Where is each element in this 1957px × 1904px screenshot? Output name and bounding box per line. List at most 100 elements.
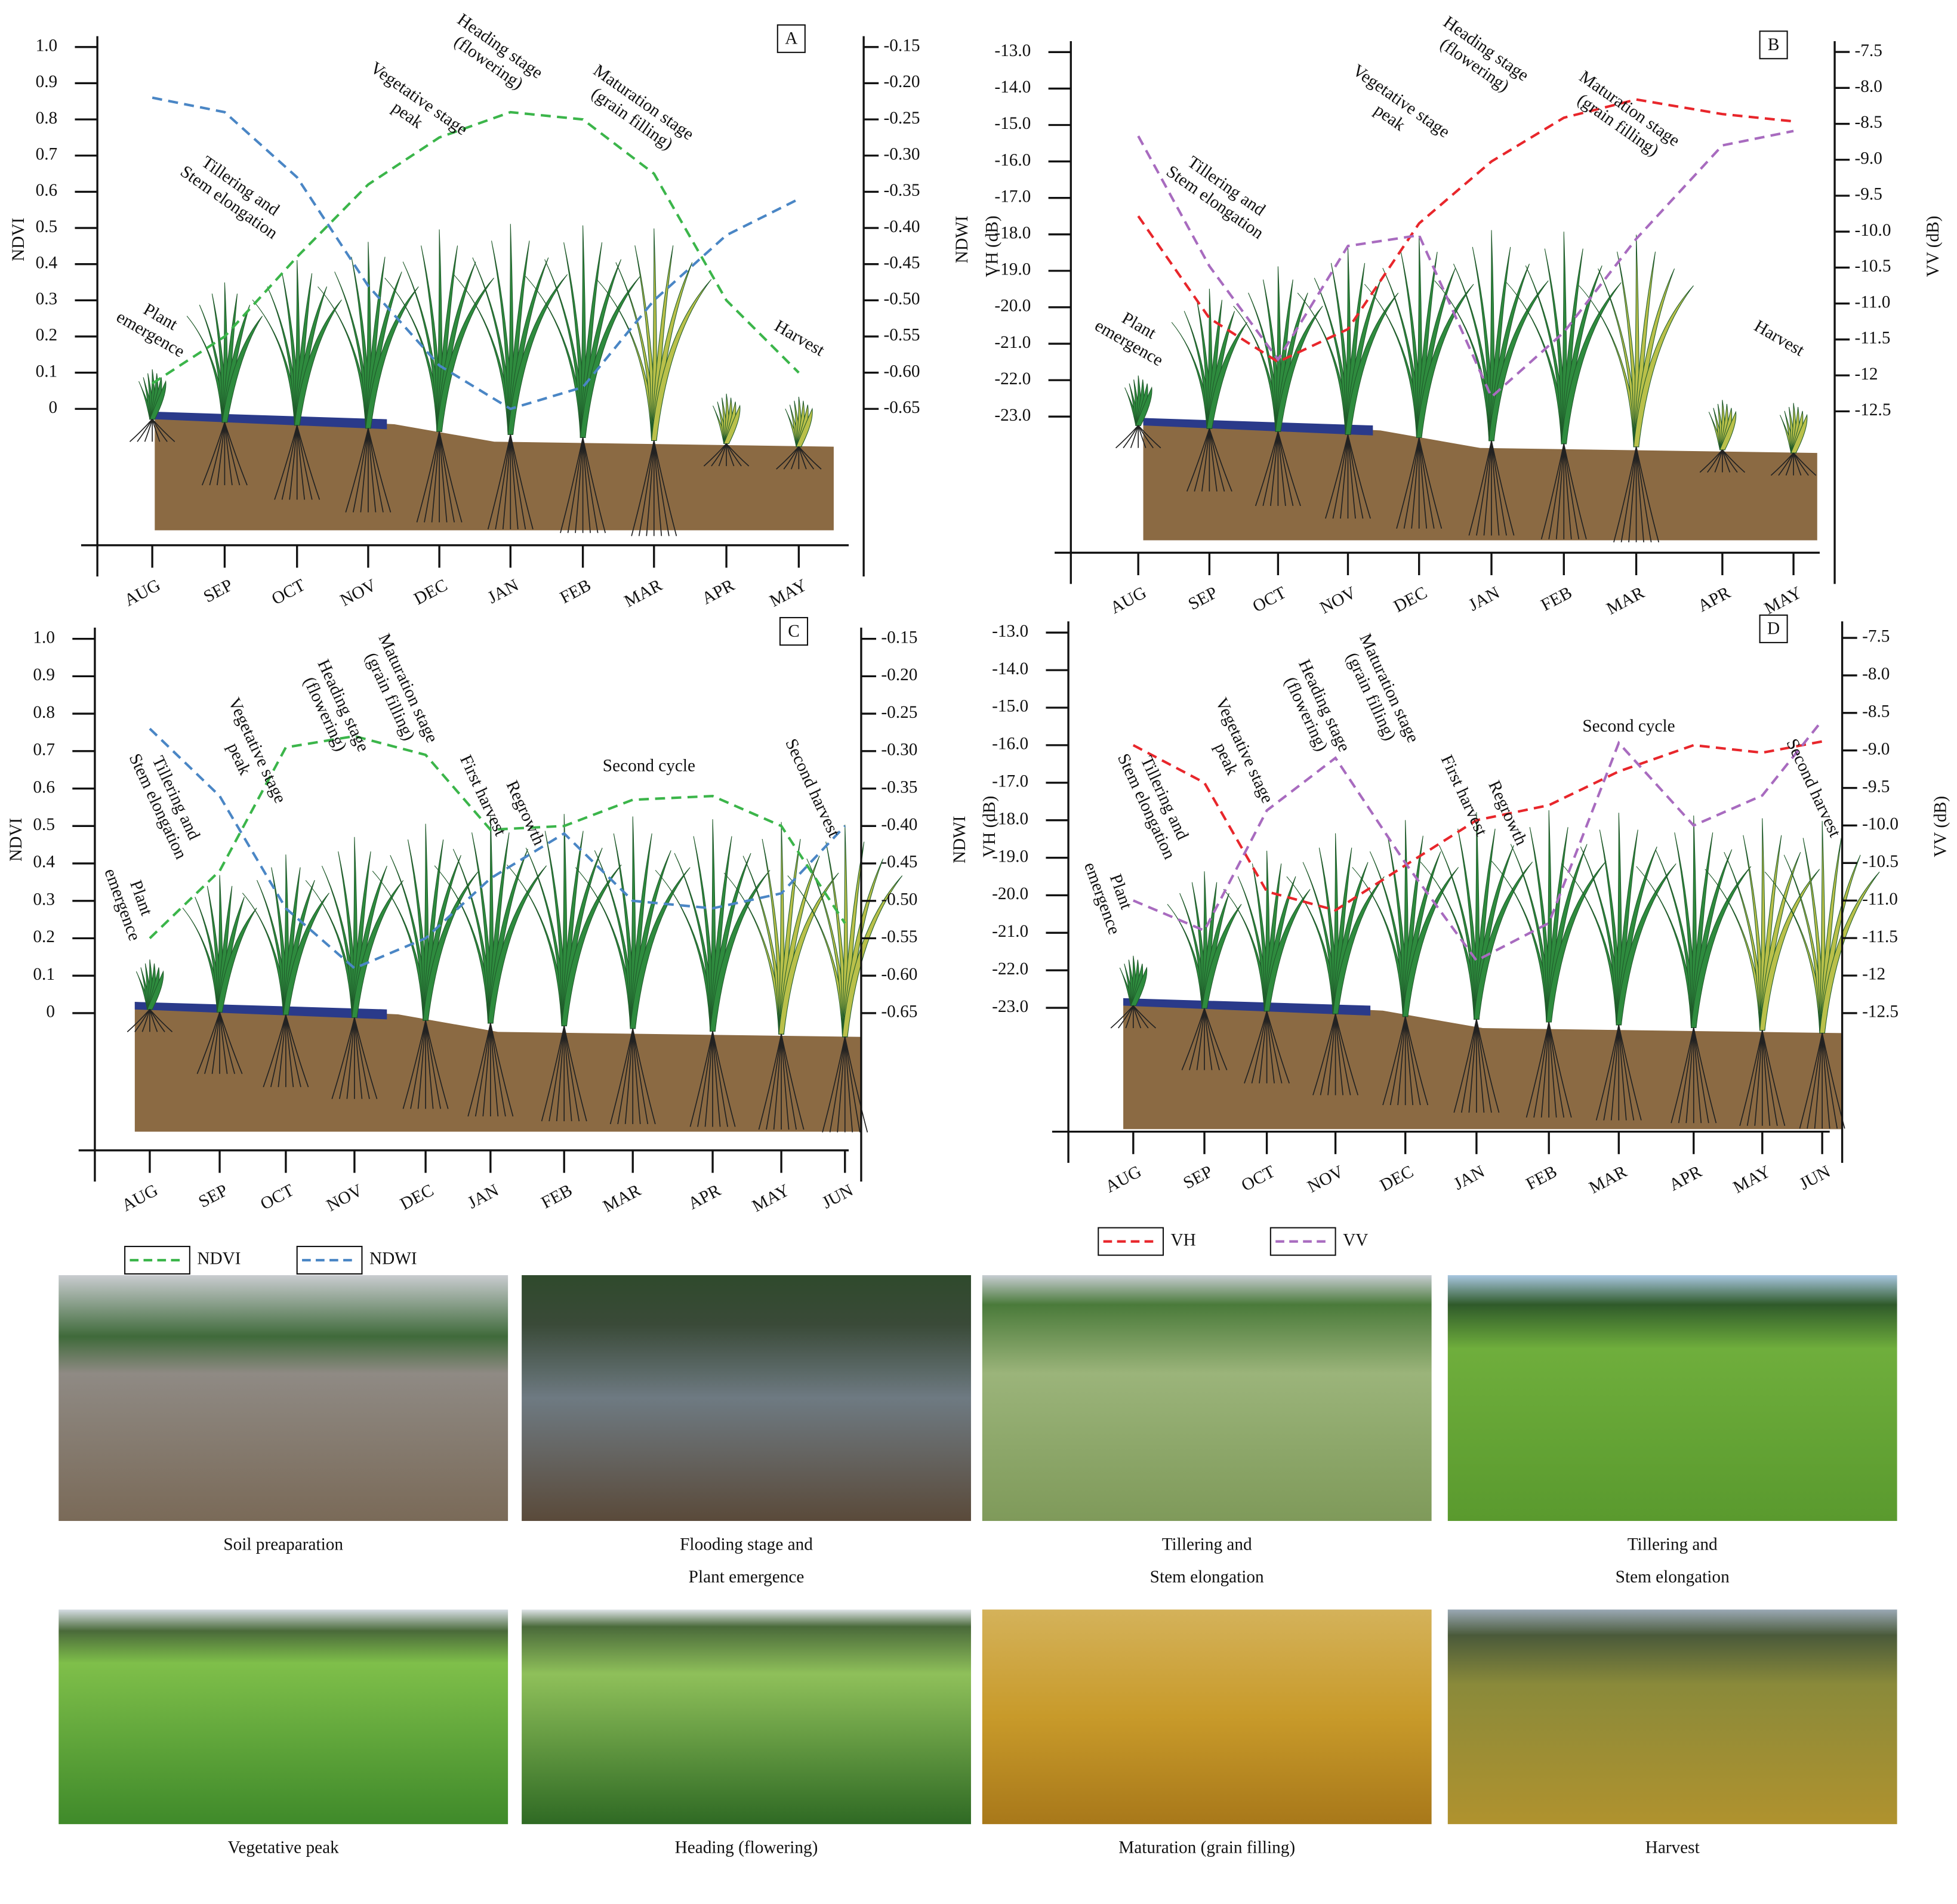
plant-root	[1115, 425, 1139, 449]
x-tick-label: OCT	[257, 1181, 297, 1214]
plant-leaf	[651, 279, 712, 441]
plant-root	[1277, 431, 1301, 507]
plant-root	[563, 1026, 580, 1122]
field-photo	[58, 1609, 508, 1825]
plant-leaf	[318, 286, 371, 429]
plant-leaf	[283, 893, 329, 1016]
plant-root	[776, 446, 799, 470]
y2-tick-label: -10.0	[1855, 221, 1891, 240]
plant-root	[781, 1034, 790, 1130]
field-photo	[1447, 1609, 1897, 1825]
x-tick-label: OCT	[1250, 583, 1290, 616]
y2-tick-label: -12.5	[1855, 400, 1891, 419]
plant-root	[1347, 434, 1356, 519]
plant-root	[791, 446, 800, 470]
plant-root	[1133, 1005, 1142, 1029]
plant-root	[1262, 431, 1279, 507]
plant-root	[1822, 1033, 1830, 1129]
photo-caption: Vegetative peak	[228, 1838, 339, 1857]
y2-tick-label: -11.0	[1855, 292, 1891, 311]
legend-label: NDWI	[369, 1249, 417, 1269]
y-tick-label: 1.0	[36, 36, 58, 55]
y2-tick-label: -12	[1855, 365, 1878, 384]
plant-root	[638, 440, 655, 536]
x-tick-label: MAR	[600, 1181, 644, 1217]
plant-root	[285, 1014, 309, 1088]
plant-root	[424, 431, 440, 523]
x-tick-label: JAN	[1450, 1162, 1487, 1193]
plant-root	[490, 1023, 514, 1117]
y-tick-label: 0.5	[33, 815, 55, 834]
plant-leaf	[842, 875, 903, 1038]
plant-root	[1460, 1019, 1477, 1113]
y2-tick-label: -0.20	[884, 72, 920, 91]
y-tick-label: -20.0	[994, 297, 1031, 316]
x-tick-label: MAR	[621, 575, 665, 611]
y2-tick-label: -10.0	[1862, 814, 1899, 834]
plant-root	[1793, 452, 1802, 476]
plant-root	[1685, 1027, 1694, 1124]
plant-root	[417, 1020, 426, 1109]
plant-leaf	[1364, 283, 1422, 439]
plant-root	[1618, 1024, 1627, 1121]
y2-axis-label: NDWI	[953, 216, 972, 264]
series-line	[1132, 740, 1823, 912]
plant-leaf	[723, 405, 741, 445]
plant-root	[219, 1012, 235, 1074]
plant-root	[609, 1028, 634, 1125]
plant-root	[1618, 1024, 1642, 1121]
y-tick-label: 0	[46, 1002, 55, 1022]
plant-leaf	[1719, 411, 1737, 450]
plant-leaf	[655, 869, 716, 1032]
plant-root	[134, 1009, 150, 1032]
y2-tick-label: -10.5	[1862, 852, 1899, 871]
plant-root	[502, 434, 511, 530]
x-tick-label: MAR	[1604, 583, 1648, 619]
plant-leaf	[630, 867, 691, 1029]
x-tick-label: AUG	[1102, 1162, 1145, 1196]
plant-root	[632, 1028, 649, 1125]
plant-root	[1468, 1019, 1477, 1113]
plant-root	[338, 1017, 355, 1099]
plant-root	[1404, 1016, 1429, 1106]
y2-tick-label: -10.5	[1855, 257, 1891, 276]
x-tick-label: JAN	[1466, 583, 1503, 615]
photo-caption: Plant emergence	[689, 1567, 805, 1587]
plant-root	[1335, 1014, 1359, 1096]
plant-root	[1332, 434, 1349, 519]
y-tick-label: 0.5	[36, 217, 58, 236]
plant-root	[354, 1017, 378, 1099]
soil	[1143, 418, 1817, 541]
y2-tick-label: -0.40	[881, 815, 917, 834]
field-photo	[982, 1275, 1432, 1522]
y-tick-label: 0.2	[36, 326, 58, 345]
water	[134, 1002, 387, 1020]
plant-root	[204, 1012, 220, 1074]
plant-root	[632, 1028, 656, 1125]
plant-root	[425, 1020, 442, 1109]
plant-root	[1563, 443, 1587, 539]
plant-leaf	[1819, 871, 1880, 1033]
plant-root	[141, 1009, 150, 1032]
plant-root	[781, 1033, 797, 1130]
y-tick-label: -14.0	[992, 659, 1028, 678]
y2-tick-label: -0.25	[884, 109, 920, 128]
plant-root	[490, 1023, 499, 1117]
plant-root	[703, 443, 727, 467]
plant-root	[296, 425, 313, 500]
plant-leaf	[1201, 904, 1242, 1009]
plant-root	[712, 1031, 728, 1127]
plant-root	[368, 428, 377, 513]
plant-root	[209, 422, 226, 486]
x-tick-label: MAY	[1761, 583, 1805, 618]
y2-tick-label: -11.5	[1855, 329, 1891, 348]
plant-leaf	[1488, 280, 1549, 442]
plant-leaf	[1286, 876, 1339, 1014]
plant-root	[1209, 428, 1232, 492]
y-tick-label: -23.0	[994, 406, 1031, 425]
plant-root	[354, 1017, 363, 1099]
plant-root	[1125, 1005, 1134, 1029]
y2-tick-label: -11.0	[1862, 890, 1898, 909]
y2-tick-label: -0.35	[884, 181, 920, 200]
y-tick-label: -15.0	[994, 114, 1031, 133]
